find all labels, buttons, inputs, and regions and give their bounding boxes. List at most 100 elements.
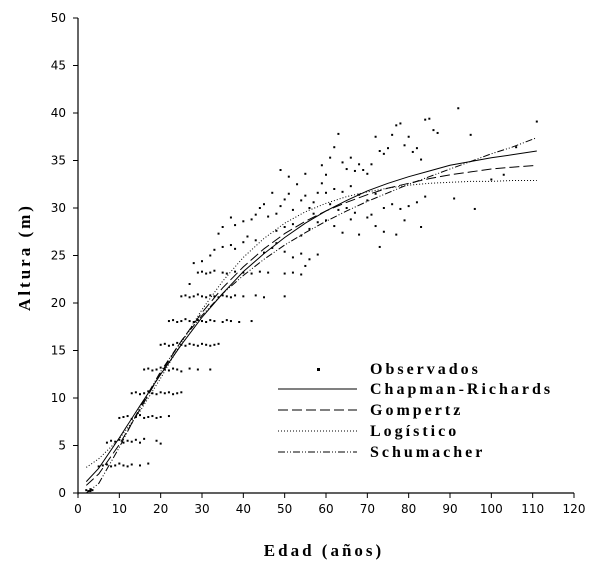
x-tick-label: 90 xyxy=(442,502,457,516)
observed-point xyxy=(275,242,278,245)
legend-gompertz-label: Gompertz xyxy=(370,402,463,419)
observed-point xyxy=(366,216,369,219)
observed-point xyxy=(312,201,315,204)
observed-point xyxy=(382,230,385,233)
x-tick-label: 40 xyxy=(236,502,251,516)
observed-point xyxy=(172,319,175,322)
observed-point xyxy=(130,463,133,466)
observed-point xyxy=(180,320,183,323)
observed-points xyxy=(85,107,538,493)
observed-point xyxy=(139,464,141,467)
schumacher-curve xyxy=(85,137,537,494)
observed-point xyxy=(242,295,245,298)
observed-point xyxy=(515,146,518,149)
y-tick-label: 20 xyxy=(51,296,66,310)
observed-point xyxy=(453,197,456,200)
observed-point xyxy=(217,342,220,345)
observed-point xyxy=(225,295,228,298)
observed-point xyxy=(234,294,237,297)
observed-point xyxy=(205,321,208,323)
y-tick-label: 0 xyxy=(58,486,66,500)
x-tick-label: 110 xyxy=(521,502,544,516)
observed-point xyxy=(316,253,319,256)
observed-point xyxy=(370,213,373,216)
observed-point xyxy=(374,135,377,138)
observed-point xyxy=(502,173,505,176)
observed-point xyxy=(209,254,212,257)
observed-point xyxy=(291,208,294,211)
observed-point xyxy=(432,129,435,132)
observed-point xyxy=(91,489,94,492)
observed-point xyxy=(411,150,414,153)
observed-point xyxy=(229,320,232,323)
observed-point xyxy=(192,343,195,346)
observed-point xyxy=(263,296,265,299)
observed-point xyxy=(213,248,216,251)
observed-point xyxy=(308,258,311,261)
legend: Observados Chapman-Richards Gompertz Log… xyxy=(278,361,550,461)
observed-point xyxy=(229,296,232,299)
observed-point xyxy=(283,198,286,201)
observed-point xyxy=(291,256,294,259)
observed-point xyxy=(122,416,125,418)
chapman-richards-curve xyxy=(85,150,537,482)
observed-point xyxy=(89,488,92,491)
observed-point xyxy=(353,169,356,172)
observed-point xyxy=(163,392,166,395)
observed-point xyxy=(114,464,117,467)
observed-point xyxy=(201,260,203,263)
observed-point xyxy=(374,225,377,228)
observed-point xyxy=(415,147,418,150)
observed-point xyxy=(341,231,344,234)
observed-point xyxy=(283,272,286,275)
observed-point xyxy=(89,490,92,493)
observed-point xyxy=(378,245,381,248)
observed-point xyxy=(205,343,208,346)
observed-point xyxy=(159,442,162,445)
observed-point xyxy=(209,294,212,297)
observed-point xyxy=(159,416,162,418)
observed-point xyxy=(225,272,228,275)
x-tick-label: 120 xyxy=(563,502,586,516)
observed-point xyxy=(130,440,133,443)
observed-point xyxy=(283,226,286,228)
observed-point xyxy=(333,225,336,228)
y-tick-label: 10 xyxy=(51,391,66,405)
observed-point xyxy=(234,224,237,227)
x-tick-label: 70 xyxy=(360,502,375,516)
legend-observed-label: Observados xyxy=(370,361,481,378)
observed-point xyxy=(325,219,327,222)
observed-point xyxy=(172,367,175,370)
x-tick-label: 20 xyxy=(153,502,168,516)
observed-point xyxy=(151,369,154,372)
observed-point xyxy=(192,295,195,298)
observed-point xyxy=(308,207,311,209)
observed-point xyxy=(209,319,212,322)
observed-point xyxy=(407,135,410,138)
observed-point xyxy=(469,133,472,136)
observed-point xyxy=(263,251,265,254)
observed-point xyxy=(300,273,303,276)
observed-point xyxy=(151,415,154,418)
observed-point xyxy=(213,320,216,323)
observed-point xyxy=(275,212,278,215)
observed-point xyxy=(105,441,108,444)
observed-point xyxy=(535,120,538,123)
observed-point xyxy=(118,416,121,419)
observed-point xyxy=(97,465,100,468)
observed-point xyxy=(143,416,146,419)
observed-point xyxy=(147,462,150,465)
observed-point xyxy=(234,247,237,250)
observed-point xyxy=(275,229,278,232)
observed-point xyxy=(110,465,113,468)
observed-point xyxy=(279,169,282,171)
observed-point xyxy=(167,320,170,323)
observed-point xyxy=(118,438,121,441)
observed-point xyxy=(349,156,352,159)
x-tick-label: 80 xyxy=(401,502,416,516)
observed-point xyxy=(457,107,460,110)
observed-point xyxy=(325,173,327,176)
observed-point xyxy=(246,235,249,238)
observed-point xyxy=(205,296,208,299)
observed-point xyxy=(370,163,373,166)
